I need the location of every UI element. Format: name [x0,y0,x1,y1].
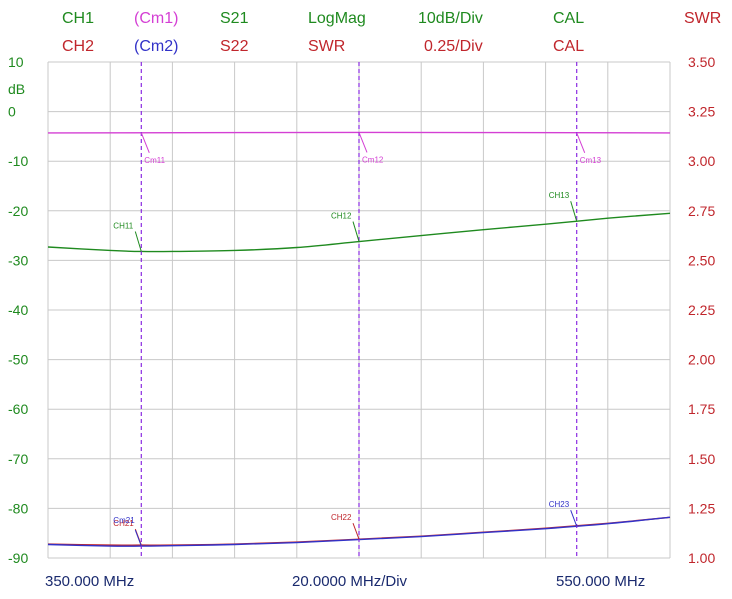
header-item: CAL [553,38,584,55]
right-tick-label: 3.00 [688,153,715,169]
left-tick-label: -30 [8,252,28,268]
marker-leader [134,231,142,252]
header-item: CH1 [62,10,94,27]
marker-label: CH23 [549,500,570,509]
header-channel1-row: CH1 (Cm1) S21 LogMag 10dB/Div CAL SWR [62,10,721,27]
header-item: CAL [553,10,584,27]
marker-label: Cm11 [144,156,165,165]
header-item: (Cm1) [134,10,178,27]
header-channel2-row: CH2 (Cm2) S22 SWR 0.25/Div CAL [62,38,584,55]
left-tick-label: -50 [8,352,28,368]
right-tick-label: 2.00 [688,352,715,368]
header-item: S22 [220,38,249,55]
x-div-label: 20.0000 MHz/Div [292,573,408,590]
marker-label: Cm21 [113,516,135,525]
marker-leader [134,529,142,547]
header-item: S21 [220,10,249,27]
marker-leader [140,132,150,153]
marker-leader [570,509,578,527]
marker-label: Cm12 [362,155,384,164]
marker-leader [358,132,368,153]
left-tick-label: 10 [8,54,24,70]
marker-leader [352,522,360,540]
right-tick-label: 2.50 [688,252,715,268]
header-item: SWR [684,10,721,27]
header-item: 0.25/Div [424,38,483,55]
series-line-ch1 [47,212,671,253]
marker-label: CH11 [113,221,133,230]
marker-leader [576,132,586,153]
left-tick-label: -70 [8,451,28,467]
left-tick-label: -80 [8,500,28,516]
left-axis-unit: dB [8,81,25,97]
series-line-cm2 [47,516,671,547]
marker-label: CH12 [331,212,352,221]
right-tick-label: 2.75 [688,203,715,219]
x-start-label: 350.000 MHz [45,573,134,590]
left-tick-label: -90 [8,550,28,566]
left-tick-label: -20 [8,203,28,219]
marker-leader [570,201,578,222]
left-tick-label: -40 [8,302,28,318]
header-item: LogMag [308,10,366,27]
marker-leader [352,221,360,242]
left-axis-ticks: 10 0 -10 -20 -30 -40 -50 -60 -70 -80 -90 [8,54,28,566]
marker-label: CH21 [113,519,134,528]
header-item: (Cm2) [134,38,178,55]
right-tick-label: 1.50 [688,451,715,467]
right-axis-ticks: 3.50 3.25 3.00 2.75 2.50 2.25 2.00 1.75 1.50 1.25… [688,54,715,566]
x-stop-label: 550.000 MHz [556,573,645,590]
right-tick-label: 1.25 [688,500,715,516]
right-tick-label: 1.75 [688,401,715,417]
marker-label: Cm13 [580,156,602,165]
header-item: CH2 [62,38,94,55]
right-tick-label: 3.25 [688,104,715,120]
left-tick-label: -60 [8,401,28,417]
left-tick-label: -10 [8,153,28,169]
header-item: SWR [308,38,345,55]
marker-label: CH22 [331,513,352,522]
right-tick-label: 3.50 [688,54,715,70]
marker-label: CH13 [549,191,570,200]
right-tick-label: 2.25 [688,302,715,318]
left-tick-label: 0 [8,104,16,120]
right-tick-label: 1.00 [688,550,715,566]
header-item: 10dB/Div [418,10,483,27]
